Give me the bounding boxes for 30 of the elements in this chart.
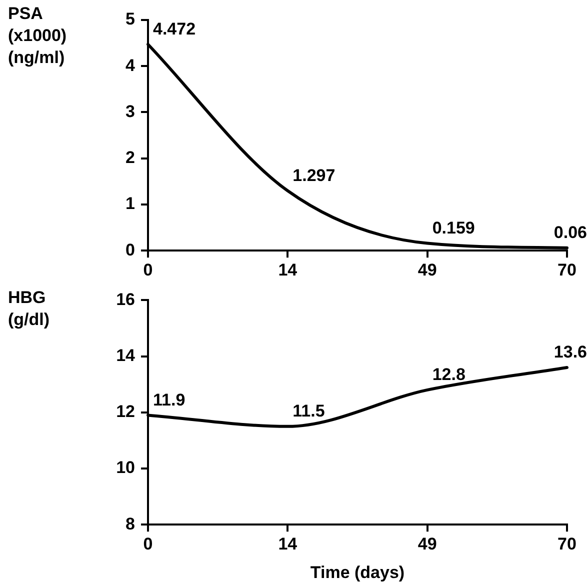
data-label: 11.5 [292,402,325,421]
y-tick-label: 4 [126,56,136,75]
y-tick-label: 10 [116,458,135,478]
y-tick-label: 3 [126,102,135,121]
x-tick-label: 70 [558,534,576,554]
x-axis-title: Time (days) [310,563,405,582]
data-label: 12.8 [432,365,466,384]
y-tick-label: 16 [116,290,135,309]
data-label: 0.06 [554,223,587,242]
x-tick-label: 14 [278,534,298,554]
y-tick-label: 14 [116,346,136,365]
data-label: 0.159 [432,218,475,238]
data-label: 1.297 [292,166,336,185]
y-tick-label: 12 [116,402,135,422]
y-tick-label: 1 [126,194,135,214]
x-tick-label: 0 [143,260,153,280]
y-tick-label: 8 [126,514,135,534]
y-tick-label: 2 [126,148,135,168]
x-tick-label: 70 [558,260,576,280]
data-label: 4.472 [153,20,196,39]
x-tick-label: 14 [278,260,298,280]
x-tick-label: 49 [418,260,437,280]
y-tick-label: 5 [126,10,135,29]
x-tick-label: 49 [418,534,437,554]
y-axis-title: PSA (x1000) (ng/ml) [8,4,67,68]
y-axis-title: HBG (g/dl) [8,288,50,330]
data-label: 11.9 [153,390,186,410]
data-label: 13.6 [554,342,587,362]
x-tick-label: 0 [143,534,153,554]
y-tick-label: 0 [126,240,135,260]
